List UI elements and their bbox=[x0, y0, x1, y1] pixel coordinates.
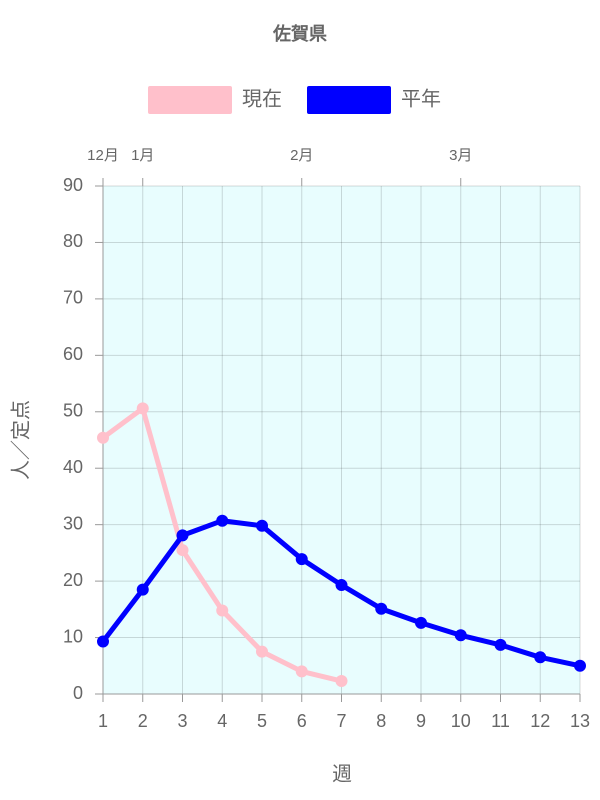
data-point bbox=[335, 579, 348, 592]
chart-title: 佐賀県 bbox=[272, 23, 327, 44]
legend-swatch bbox=[148, 86, 232, 114]
y-tick-label: 40 bbox=[63, 457, 83, 477]
y-tick-label: 30 bbox=[63, 513, 83, 533]
data-point bbox=[295, 553, 308, 566]
y-tick-label: 10 bbox=[63, 626, 83, 646]
x-tick-label: 1 bbox=[98, 711, 108, 731]
data-point bbox=[415, 616, 427, 629]
y-tick-label: 0 bbox=[73, 683, 83, 703]
data-point bbox=[136, 583, 149, 596]
y-tick-label: 20 bbox=[63, 570, 83, 590]
x-tick-label: 7 bbox=[336, 711, 346, 731]
data-point bbox=[574, 659, 586, 672]
x-tick-label: 10 bbox=[451, 711, 471, 731]
data-point bbox=[295, 665, 308, 678]
data-point bbox=[176, 544, 189, 557]
data-point bbox=[136, 402, 149, 415]
x2-tick-label: 12月 bbox=[87, 147, 119, 164]
data-point bbox=[216, 604, 229, 617]
x2-tick-label: 2月 bbox=[290, 147, 313, 164]
y-tick-label: 70 bbox=[63, 288, 83, 308]
x-tick-label: 6 bbox=[297, 711, 307, 731]
x-tick-label: 2 bbox=[138, 711, 148, 731]
x-tick-label: 11 bbox=[491, 711, 510, 731]
data-point bbox=[454, 629, 467, 642]
x-tick-label: 8 bbox=[376, 711, 386, 731]
data-point bbox=[97, 635, 109, 648]
y-tick-label: 80 bbox=[63, 231, 83, 251]
x-tick-label: 3 bbox=[177, 711, 187, 731]
x-axis-label: 週 bbox=[332, 762, 352, 785]
x-tick-label: 5 bbox=[257, 711, 267, 731]
legend-swatch bbox=[307, 86, 391, 114]
x-tick-label: 12 bbox=[530, 711, 550, 731]
y-tick-label: 60 bbox=[63, 344, 83, 364]
data-point bbox=[256, 519, 268, 532]
legend-label: 現在 bbox=[242, 87, 282, 110]
x-tick-label: 13 bbox=[570, 711, 590, 731]
data-point bbox=[97, 431, 109, 444]
y-axis-label: 人／定点 bbox=[9, 400, 32, 480]
y-tick-label: 90 bbox=[63, 175, 83, 195]
data-point bbox=[216, 514, 229, 527]
legend-label: 平年 bbox=[401, 87, 441, 110]
data-point bbox=[534, 651, 547, 664]
x2-tick-label: 1月 bbox=[131, 147, 154, 164]
data-point bbox=[335, 675, 348, 688]
x2-tick-label: 3月 bbox=[449, 147, 472, 164]
data-point bbox=[494, 638, 507, 651]
x-tick-label: 9 bbox=[416, 711, 426, 731]
y-tick-label: 50 bbox=[63, 401, 83, 421]
data-point bbox=[176, 529, 189, 542]
plot-background bbox=[103, 186, 580, 694]
x-tick-label: 4 bbox=[217, 711, 227, 731]
data-point bbox=[375, 602, 388, 615]
data-point bbox=[256, 645, 268, 658]
